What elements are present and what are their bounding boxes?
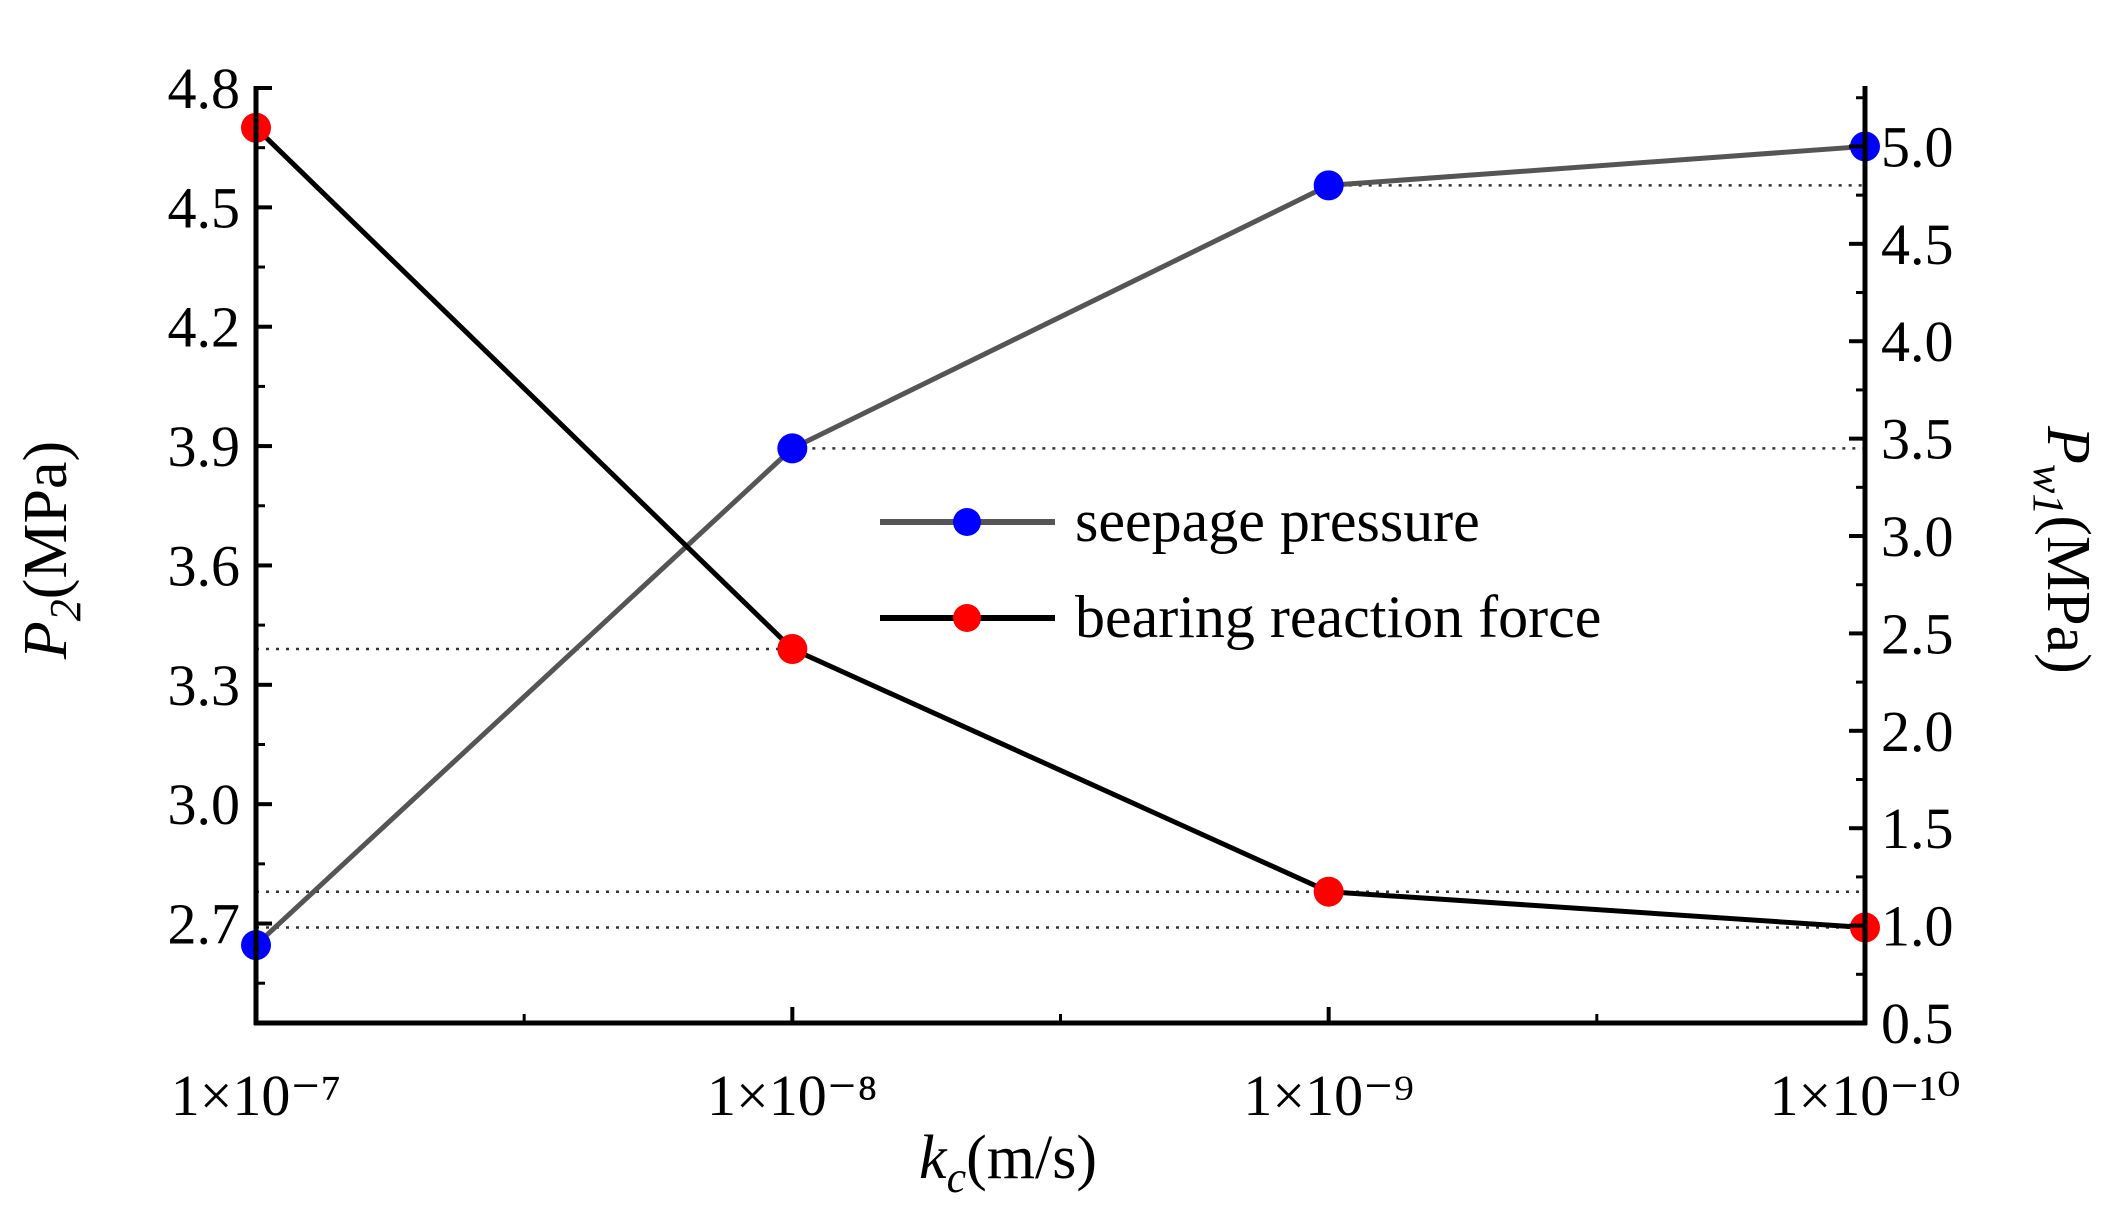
left-tick-label-2: 3.3 bbox=[168, 653, 241, 718]
plot-frame bbox=[253, 86, 1868, 1026]
left-tick-label-5: 4.2 bbox=[168, 295, 241, 360]
x-tick-label-2: 1×10⁻⁹ bbox=[1243, 1063, 1414, 1128]
right-tick-label-7: 4.0 bbox=[1881, 309, 1954, 374]
right-tick-label-6: 3.5 bbox=[1881, 407, 1954, 472]
left-axis-title: P2(MPa) bbox=[12, 441, 90, 660]
right-tick-label-0: 0.5 bbox=[1881, 991, 1954, 1056]
legend-marker-seepage bbox=[953, 508, 981, 536]
marker-seepage-2 bbox=[1313, 170, 1344, 201]
axis-ticks bbox=[254, 86, 1867, 1025]
legend-label-seepage: seepage pressure bbox=[1075, 488, 1480, 554]
right-tick-label-3: 2.0 bbox=[1881, 699, 1954, 764]
series-line-bearing-reaction-force bbox=[254, 125, 1866, 931]
left-tick-label-4: 3.9 bbox=[168, 414, 241, 479]
left-tick-label-1: 3.0 bbox=[168, 772, 241, 837]
tick-labels: 2.7 3.0 3.3 3.6 3.9 4.2 4.5 4.8 0.5 1.0 1.5 2.0 2.5 3… bbox=[168, 56, 1961, 1128]
right-tick-label-1: 1.0 bbox=[1881, 894, 1954, 959]
x-tick-label-3: 1×10⁻¹⁰ bbox=[1770, 1063, 1961, 1128]
data-markers bbox=[241, 112, 1880, 961]
series-line-seepage-pressure bbox=[254, 143, 1866, 947]
legend-marker-bearing bbox=[953, 604, 981, 632]
legend: seepage pressure bearing reaction force bbox=[880, 488, 1601, 650]
marker-bearing-1 bbox=[777, 634, 808, 664]
legend-label-bearing: bearing reaction force bbox=[1075, 584, 1601, 650]
left-tick-label-0: 2.7 bbox=[168, 892, 241, 957]
reference-lines bbox=[256, 184, 1865, 929]
left-tick-label-6: 4.5 bbox=[168, 175, 241, 240]
series-lines bbox=[254, 125, 1866, 947]
right-axis-title: Pw1(MPa) bbox=[2024, 425, 2102, 674]
x-tick-label-0: 1×10⁻⁷ bbox=[171, 1063, 342, 1128]
right-tick-label-2: 1.5 bbox=[1881, 796, 1954, 861]
x-tick-label-1: 1×10⁻⁸ bbox=[707, 1063, 878, 1128]
right-tick-label-5: 3.0 bbox=[1881, 504, 1954, 569]
right-tick-label-8: 4.5 bbox=[1881, 212, 1954, 277]
right-tick-label-9: 5.0 bbox=[1881, 114, 1954, 179]
marker-bearing-2 bbox=[1313, 876, 1344, 907]
marker-seepage-1 bbox=[777, 433, 808, 464]
left-tick-label-7: 4.8 bbox=[168, 56, 241, 121]
x-axis-title: kc(m/s) bbox=[919, 1124, 1097, 1202]
right-tick-label-4: 2.5 bbox=[1881, 601, 1954, 666]
left-tick-label-3: 3.6 bbox=[168, 533, 241, 598]
